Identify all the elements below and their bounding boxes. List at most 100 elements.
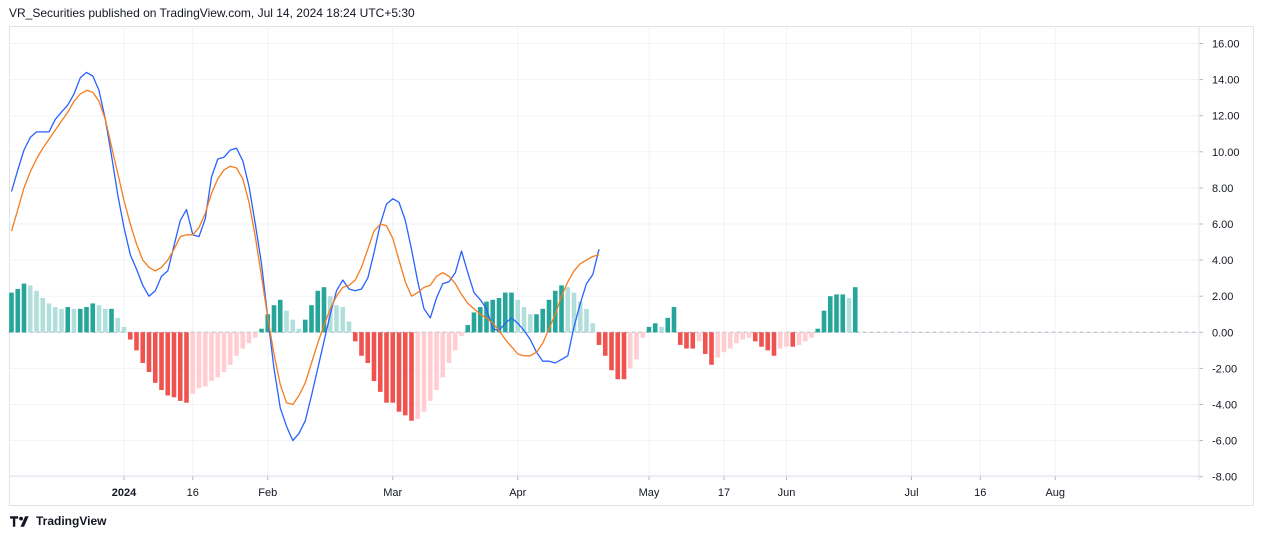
histogram-bar bbox=[634, 332, 639, 360]
histogram-bar bbox=[71, 308, 77, 333]
y-tick-label: 14.00 bbox=[1212, 75, 1240, 87]
histogram-bar bbox=[346, 321, 352, 333]
histogram-bar bbox=[815, 328, 821, 333]
x-tick-label: 16 bbox=[187, 487, 199, 499]
histogram-bar bbox=[309, 305, 314, 333]
y-tick-label: 8.00 bbox=[1212, 183, 1233, 195]
histogram-bar bbox=[121, 326, 127, 333]
histogram-bar bbox=[359, 332, 364, 356]
histogram-bar bbox=[609, 332, 614, 371]
histogram-bar bbox=[390, 332, 396, 403]
histogram-bar bbox=[796, 332, 802, 345]
histogram-bar bbox=[302, 319, 308, 333]
histogram-bar bbox=[140, 332, 146, 363]
histogram-bar bbox=[690, 332, 696, 349]
histogram-bar bbox=[46, 303, 52, 333]
y-tick-label: 4.00 bbox=[1212, 255, 1233, 267]
x-tick-label: 16 bbox=[974, 487, 986, 499]
footer-brand[interactable]: TradingView bbox=[10, 514, 106, 528]
histogram-bar bbox=[215, 332, 221, 378]
histogram-bar bbox=[846, 298, 852, 333]
histogram-bar bbox=[521, 307, 527, 333]
histogram-bar bbox=[384, 332, 389, 403]
histogram-bar bbox=[315, 290, 321, 333]
x-tick-label: Mar bbox=[383, 487, 402, 499]
histogram-bar bbox=[640, 332, 646, 338]
histogram-bar bbox=[52, 307, 58, 333]
chart-frame bbox=[9, 26, 1254, 506]
histogram-bar bbox=[65, 307, 71, 333]
histogram-bar bbox=[234, 332, 239, 356]
histogram-bar bbox=[196, 332, 202, 389]
histogram-bar bbox=[465, 325, 471, 333]
histogram-bar bbox=[746, 332, 752, 338]
histogram-bar bbox=[284, 310, 289, 333]
histogram-bar bbox=[340, 307, 346, 333]
histogram-bar bbox=[321, 287, 327, 333]
histogram-bar bbox=[790, 332, 796, 347]
histogram-bar bbox=[496, 298, 502, 333]
histogram-bar bbox=[202, 332, 208, 387]
histogram-bar bbox=[371, 332, 377, 382]
histogram-bar bbox=[271, 305, 277, 333]
grid-layer bbox=[8, 27, 1199, 478]
histogram-bar bbox=[727, 332, 733, 349]
histogram-bar bbox=[602, 332, 608, 356]
histogram-bar bbox=[852, 287, 858, 333]
histogram-bar bbox=[477, 307, 483, 333]
histogram-bar bbox=[590, 323, 596, 333]
histogram-bar bbox=[440, 332, 446, 378]
histogram-bar bbox=[246, 332, 252, 344]
histogram-bar bbox=[277, 299, 283, 333]
histogram-bar bbox=[134, 332, 139, 351]
histogram-bar bbox=[221, 332, 227, 373]
histogram-bar bbox=[684, 332, 689, 349]
histogram-bar bbox=[352, 332, 358, 342]
histogram-bar bbox=[146, 332, 152, 373]
histogram-bar bbox=[571, 292, 577, 333]
histogram-bar bbox=[471, 312, 477, 333]
histogram-bar bbox=[459, 332, 464, 336]
histogram-bar bbox=[259, 328, 264, 333]
histogram-bar bbox=[171, 332, 177, 398]
x-tick-label: Jul bbox=[904, 487, 918, 499]
y-tick-label: 12.00 bbox=[1212, 111, 1240, 123]
x-tick-label: 17 bbox=[718, 487, 730, 499]
histogram-bar bbox=[740, 332, 746, 340]
x-tick-label: May bbox=[639, 487, 660, 499]
y-tick-label: 6.00 bbox=[1212, 219, 1233, 231]
histogram-bar bbox=[659, 326, 664, 333]
histogram-bar bbox=[621, 332, 627, 380]
histogram-bar bbox=[109, 308, 114, 333]
histogram-bar bbox=[534, 314, 539, 333]
histogram-bar bbox=[115, 317, 121, 333]
histogram-bar bbox=[827, 296, 833, 333]
histogram-bar bbox=[84, 307, 89, 333]
y-axis: 16.00 14.00 12.00 10.00 8.00 6.00 4.00 2.00 0.00… bbox=[1198, 27, 1240, 484]
tradingview-logo-icon bbox=[10, 515, 29, 527]
histogram-bar bbox=[502, 292, 508, 333]
histogram-bar bbox=[596, 332, 602, 345]
x-tick-label: Jun bbox=[778, 487, 796, 499]
histogram-bar bbox=[777, 332, 783, 349]
histogram-bar bbox=[21, 283, 27, 333]
histogram-bar bbox=[377, 332, 383, 392]
histogram-bar bbox=[577, 301, 583, 333]
histogram-bar bbox=[509, 292, 514, 333]
publish-caption: VR_Securities published on TradingView.c… bbox=[9, 6, 415, 20]
histogram-bar bbox=[821, 310, 827, 333]
histogram-bar bbox=[527, 314, 533, 333]
y-tick-label: 0.00 bbox=[1212, 327, 1233, 339]
footer-brand-name: TradingView bbox=[36, 514, 107, 528]
histogram-bar bbox=[296, 328, 302, 333]
histogram-bar bbox=[721, 332, 727, 353]
x-axis: 2024 16 Feb Mar Apr May 17 Jun Jul 16 Aug bbox=[10, 475, 1199, 499]
histogram-bar bbox=[615, 332, 621, 380]
histogram-bar bbox=[696, 332, 702, 342]
histogram-bar bbox=[646, 326, 652, 333]
histogram-bar bbox=[652, 323, 658, 333]
x-tick-label: Apr bbox=[509, 487, 526, 499]
histogram-bar bbox=[90, 303, 96, 333]
histogram-bar bbox=[96, 305, 102, 333]
